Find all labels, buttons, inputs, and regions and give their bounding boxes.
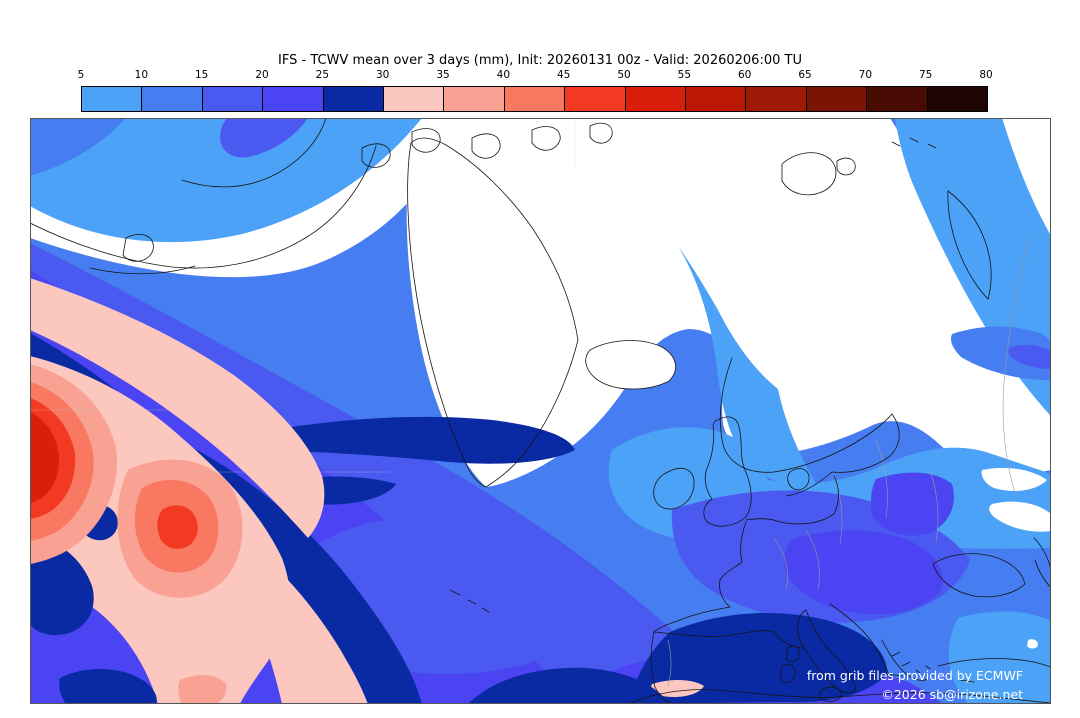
footer-copyright: ©2026 sb@irizone.net bbox=[881, 687, 1023, 702]
graticule-lines bbox=[30, 118, 576, 473]
contour-fills bbox=[30, 118, 1051, 704]
colorbar-tick: 50 bbox=[617, 69, 631, 81]
colorbar-tick: 40 bbox=[496, 69, 511, 81]
colorbar-segment bbox=[806, 87, 868, 111]
colorbar-tick: 75 bbox=[918, 69, 933, 81]
colorbar-segment bbox=[384, 87, 445, 111]
colorbar-segment bbox=[867, 87, 928, 111]
page-title: IFS - TCWV mean over 3 days (mm), Init: … bbox=[278, 53, 802, 68]
colorbar-segment bbox=[504, 87, 566, 111]
colorbar-segment bbox=[686, 87, 747, 111]
colorbar-tick: 15 bbox=[194, 69, 209, 81]
colorbar bbox=[81, 86, 988, 112]
colorbar-segment bbox=[263, 87, 324, 111]
colorbar-tick-labels: 5 10 15 20 25 30 35 40 45 50 55 60 65 70 75 80 bbox=[77, 69, 993, 83]
colorbar-tick: 30 bbox=[375, 69, 390, 81]
weather-map bbox=[30, 118, 1051, 704]
colorbar-tick: 25 bbox=[315, 69, 330, 81]
colorbar-segment bbox=[625, 87, 687, 111]
colorbar-tick: 60 bbox=[737, 69, 752, 81]
colorbar-tick: 5 bbox=[77, 69, 85, 81]
colorbar-tick: 45 bbox=[556, 69, 571, 81]
colorbar-tick: 20 bbox=[255, 69, 269, 81]
colorbar-tick: 35 bbox=[436, 69, 450, 81]
colorbar-tick: 10 bbox=[134, 69, 149, 81]
colorbar-tick: 80 bbox=[979, 69, 993, 81]
colorbar-segment bbox=[82, 87, 143, 111]
colorbar-segment bbox=[746, 87, 807, 111]
colorbar-tick: 55 bbox=[677, 69, 692, 81]
colorbar-segment bbox=[202, 87, 264, 111]
coastlines bbox=[30, 118, 1051, 704]
colorbar-segment bbox=[323, 87, 385, 111]
map-frame bbox=[30, 118, 1051, 704]
country-borders bbox=[667, 233, 1031, 687]
colorbar-segment bbox=[142, 87, 203, 111]
colorbar-tick: 70 bbox=[858, 69, 873, 81]
colorbar-segment bbox=[927, 87, 988, 111]
colorbar-segment bbox=[565, 87, 626, 111]
footer-credit: from grib files provided by ECMWF bbox=[806, 668, 1023, 683]
colorbar-tick: 65 bbox=[798, 69, 812, 81]
colorbar-segment bbox=[444, 87, 505, 111]
